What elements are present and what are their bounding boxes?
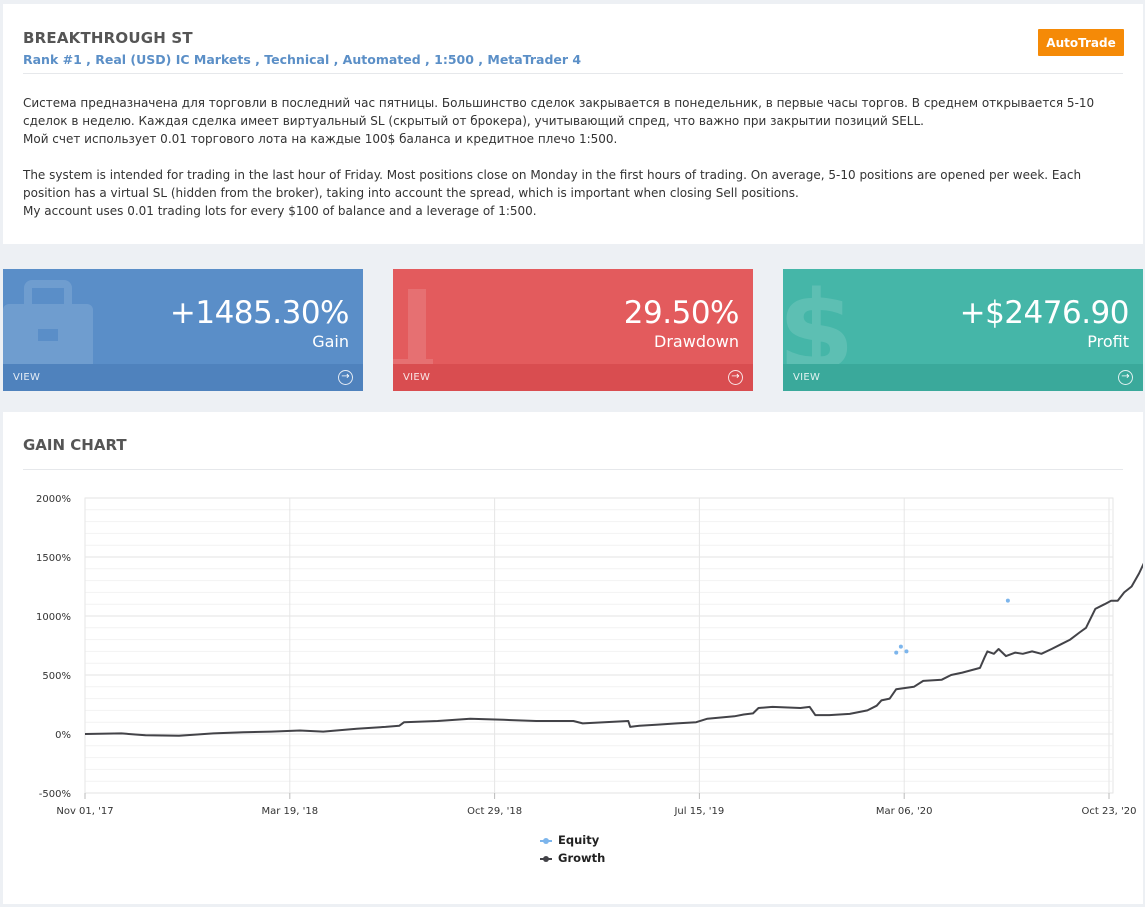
divider (23, 73, 1123, 74)
description-en-paragraph: The system is intended for trading in th… (23, 168, 1082, 200)
x-tick-label: Nov 01, '17 (56, 806, 113, 817)
arrow-right-icon[interactable]: → (338, 370, 353, 385)
description-ru-paragraph: Система предназначена для торговли в пос… (23, 96, 1095, 128)
profit-view-link[interactable]: VIEW (793, 372, 821, 383)
drawdown-view-link[interactable]: VIEW (403, 372, 431, 383)
profit-view-footer[interactable]: VIEW → (783, 364, 1143, 391)
x-tick-label: Mar 06, '20 (876, 806, 933, 817)
x-tick-label: Oct 23, '20 (1081, 806, 1136, 817)
description-russian: Система предназначена для торговли в пос… (23, 94, 1123, 148)
growth-legend-marker (540, 853, 552, 865)
drawdown-value: 29.50% (623, 295, 740, 331)
equity-legend-marker (540, 835, 552, 847)
gain-view-footer[interactable]: VIEW → (3, 364, 363, 391)
legend-growth-label: Growth (558, 851, 606, 865)
plot-area (84, 497, 1114, 794)
y-tick-label: 1000% (36, 612, 71, 623)
gain-view-link[interactable]: VIEW (13, 372, 41, 383)
briefcase-icon (3, 280, 93, 374)
legend-item-growth[interactable]: Growth (540, 851, 605, 865)
drawdown-label: Drawdown (654, 332, 739, 351)
system-info-panel: BREAKTHROUGH ST Rank #1 , Real (USD) IC … (3, 4, 1143, 244)
drawdown-view-footer[interactable]: VIEW → (393, 364, 753, 391)
gain-chart[interactable]: -500% 0% 500% 1000% 1500% 2000% Nov 01, '17 Mar… (3, 412, 1143, 822)
gain-label: Gain (312, 332, 349, 351)
system-subtitle[interactable]: Rank #1 , Real (USD) IC Markets , Techni… (23, 52, 582, 67)
description-ru-account: Мой счет использует 0.01 торгового лота … (23, 132, 618, 146)
growth-series-line (84, 562, 1143, 737)
y-tick-label: 0% (55, 730, 71, 741)
gain-value: +1485.30% (169, 295, 350, 331)
gain-chart-title: GAIN CHART (23, 436, 127, 454)
profit-label: Profit (1087, 332, 1129, 351)
divider (23, 469, 1123, 470)
y-tick-label: 2000% (36, 494, 71, 505)
y-tick-label: 500% (42, 671, 71, 682)
y-tick-label: -500% (39, 789, 71, 800)
gain-tile[interactable]: +1485.30% Gain VIEW → (3, 269, 363, 391)
equity-point (898, 644, 903, 649)
arrow-right-icon[interactable]: → (728, 370, 743, 385)
autotrade-button[interactable]: AutoTrade (1038, 29, 1124, 56)
profit-value: +$2476.90 (959, 295, 1130, 331)
gain-chart-panel: GAIN CHART -500% 0% 500% 1000% 1500% 2000% Nov… (3, 412, 1143, 904)
drawdown-tile[interactable]: 29.50% Drawdown VIEW → (393, 269, 753, 391)
legend-item-equity[interactable]: Equity (540, 833, 599, 847)
equity-point (894, 650, 899, 655)
description-english: The system is intended for trading in th… (23, 166, 1123, 220)
description-en-account: My account uses 0.01 trading lots for ev… (23, 204, 537, 218)
equity-point (1005, 598, 1010, 603)
y-tick-label: 1500% (36, 553, 71, 564)
profit-tile[interactable]: $ +$2476.90 Profit VIEW → (783, 269, 1143, 391)
x-tick-label: Oct 29, '18 (467, 806, 522, 817)
system-title: BREAKTHROUGH ST (23, 29, 193, 47)
legend-equity-label: Equity (558, 833, 600, 847)
equity-point (904, 649, 909, 654)
x-tick-label: Jul 15, '19 (673, 806, 724, 817)
x-tick-label: Mar 19, '18 (261, 806, 318, 817)
arrow-right-icon[interactable]: → (1118, 370, 1133, 385)
